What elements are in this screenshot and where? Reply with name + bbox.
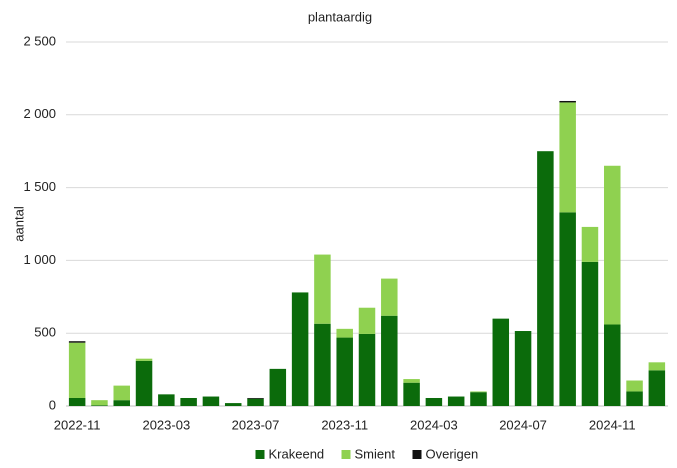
bar-segment [648,370,666,406]
legend-swatch [255,450,265,459]
bar-segment [648,362,666,371]
chart-title: plantaardig [308,9,372,24]
bar-segment [470,392,487,406]
bar-segment [358,307,376,334]
bar-segment [91,405,108,406]
bar-segment [269,368,287,406]
bar-segment [514,331,532,406]
y-axis-label: aantal [11,206,26,242]
x-tick-label: 2024-03 [410,417,458,432]
bar-segment [581,261,599,406]
y-tick-label: 2 500 [23,33,56,48]
bar-segment [68,341,86,343]
bar-segment [291,292,309,406]
legend-label: Smient [355,446,396,461]
bar-segment [224,403,242,406]
legend-label: Overigen [426,446,479,461]
bar-segment [113,400,130,406]
bar-segment [180,397,197,406]
bar-segment [403,379,420,383]
legend-label: Krakeend [269,446,325,461]
bar-segment [626,380,643,392]
bar-segment [447,396,465,406]
bar-segment [336,337,353,406]
bar-segment [559,212,576,406]
bar-segment [403,382,420,406]
bar-segment [604,165,621,325]
bar-segment [202,396,220,406]
y-tick-label: 1 500 [23,179,56,194]
bar-segment [158,394,175,406]
bar-segment [247,397,264,399]
bar-segment [381,278,398,316]
bar-segment [68,342,86,398]
bar-segment [68,397,86,406]
x-tick-label: 2023-11 [321,417,368,432]
bar-segment [470,391,487,393]
y-tick-label: 500 [34,325,56,340]
x-tick-label: 2024-07 [499,417,547,432]
bar-segment [581,226,599,262]
legend-swatch [412,450,422,459]
bar-segment [314,254,331,324]
bar-segment [559,100,576,103]
y-tick-label: 2 000 [23,106,56,121]
bar-segment [604,324,621,406]
bar-segment [381,315,398,406]
legend-swatch [341,450,351,459]
y-tick-label: 0 [49,397,56,412]
bar-segment [247,398,264,406]
bar-segment [314,323,331,406]
x-tick-label: 2023-07 [232,417,280,432]
bar-segment [537,151,554,406]
bar-segment [91,400,108,406]
x-tick-label: 2022-11 [54,417,101,432]
bar-segment [492,318,510,406]
bar-segment [425,397,443,406]
y-tick-label: 1 000 [23,252,56,267]
x-tick-label: 2024-11 [589,417,636,432]
bar-segment [626,391,643,406]
bar-segment [559,102,576,213]
bar-segment [336,328,353,338]
bar-segment [113,385,130,401]
bar-segment [135,358,153,361]
x-tick-label: 2023-03 [142,417,190,432]
bar-segment [358,333,376,406]
bar-segment [135,360,153,406]
